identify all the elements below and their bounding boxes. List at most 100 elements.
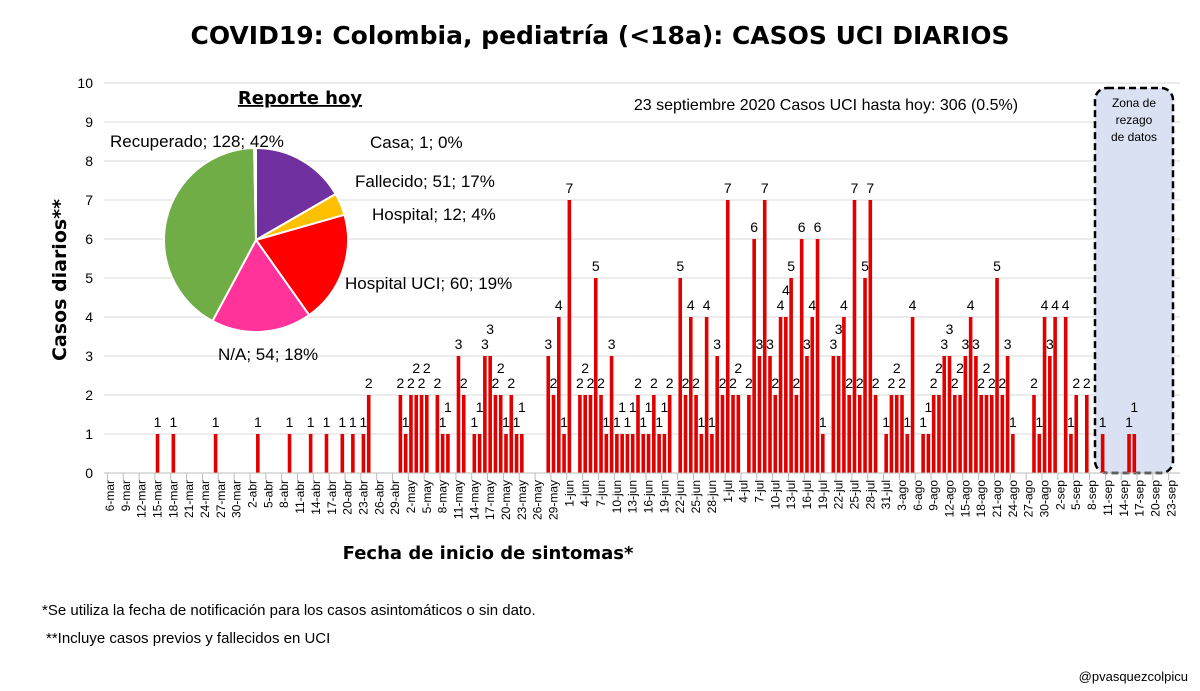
bar-value-label: 2 [692, 375, 700, 391]
x-tick-label: 12-ago [943, 480, 957, 518]
bar-value-label: 1 [560, 414, 568, 430]
bar-value-label: 5 [787, 258, 795, 274]
x-tick-label: 19-jul [816, 480, 830, 509]
bar-value-label: 2 [365, 375, 373, 391]
bar-value-label: 7 [565, 180, 573, 196]
bar [625, 434, 630, 473]
y-axis-ticks: 0 1 2 3 4 5 6 7 8 9 10 [77, 75, 93, 481]
bar-value-label: 4 [1062, 297, 1070, 313]
bar-value-label: 1 [645, 399, 653, 415]
bar-value-label: 2 [497, 360, 505, 376]
bar [852, 200, 857, 473]
bar [636, 395, 640, 473]
bar-value-label: 1 [1067, 414, 1075, 430]
bar [1132, 434, 1137, 473]
bar [604, 434, 609, 473]
bar-value-label: 1 [169, 414, 177, 430]
bar [794, 395, 799, 473]
bar [171, 434, 176, 473]
footnote-1: *Se utiliza la fecha de notificación par… [42, 602, 536, 619]
bar-value-label: 1 [349, 414, 357, 430]
bar-value-label: 3 [1046, 336, 1054, 352]
bar [900, 395, 904, 473]
bar-value-label: 3 [961, 336, 969, 352]
bar-value-label: 1 [254, 414, 262, 430]
bar [947, 356, 952, 473]
x-tick-label: 28-jun [705, 480, 719, 513]
bar-value-label: 6 [798, 219, 806, 235]
pie-slice-hospital-uci [254, 213, 349, 317]
x-tick-label: 23-abr [356, 480, 370, 515]
bar-value-label: 3 [756, 336, 764, 352]
bar-value-label: 4 [967, 297, 975, 313]
pie-title: Reporte hoy [238, 88, 362, 109]
x-tick-label: 30-mar [230, 480, 244, 518]
bar [683, 395, 688, 473]
bar-value-label: 7 [866, 180, 874, 196]
bar-value-label: 1 [286, 414, 294, 430]
bar-value-label: 5 [676, 258, 684, 274]
bar [435, 395, 440, 473]
bar-value-label: 2 [407, 375, 415, 391]
bar [557, 317, 561, 473]
bar-value-label: 1 [1099, 414, 1107, 430]
x-tick-label: 23-sep [1164, 480, 1178, 517]
x-tick-label: 10-jun [610, 480, 624, 513]
bar-value-label: 5 [592, 258, 600, 274]
lag-zone [1093, 86, 1175, 475]
x-tick-label: 5-abr [261, 480, 275, 508]
x-tick-label: 24-ago [1006, 480, 1020, 518]
bar [1032, 395, 1036, 473]
bar-value-label: 1 [307, 414, 315, 430]
bar-value-label: 2 [930, 375, 938, 391]
bar-value-label: 4 [782, 282, 790, 298]
x-tick-label: 22-jul [832, 480, 846, 509]
bar-value-label: 1 [154, 414, 162, 430]
x-tick-label: 17-may [483, 480, 497, 520]
bar-value-label: 1 [338, 414, 346, 430]
pie-slice-fallecido [255, 146, 338, 242]
bar-value-label: 3 [829, 336, 837, 352]
x-tick-label: 17-sep [1133, 480, 1147, 517]
bar-value-label: 1 [323, 414, 331, 430]
bar [974, 356, 978, 473]
bar [583, 395, 587, 473]
pie-slice-n-a [211, 238, 311, 333]
bar [810, 317, 815, 473]
bar-value-label: 2 [793, 375, 801, 391]
bar-value-label: 1 [212, 414, 220, 430]
bar-value-label: 2 [412, 360, 420, 376]
x-tick-label: 11-may [451, 480, 465, 519]
x-axis-label: Fecha de inicio de sintomas* [343, 543, 634, 564]
x-tick-label: 27-ago [1022, 480, 1036, 518]
y-tick-label: 7 [85, 192, 93, 208]
x-tick-label: 11-sep [1101, 480, 1115, 516]
x-tick-label: 22-jun [673, 480, 687, 513]
bar [868, 200, 873, 473]
bar [704, 317, 709, 473]
bar-value-label: 1 [708, 414, 716, 430]
bar [646, 434, 651, 473]
zone-label-1: Zona de [1112, 96, 1156, 110]
x-tick-label: 9-ago [927, 480, 941, 511]
x-tick-label: 29-may [547, 480, 561, 520]
bar-value-label: 2 [935, 360, 943, 376]
y-tick-label: 4 [85, 309, 93, 325]
bar [815, 239, 820, 473]
bar-value-label: 1 [1035, 414, 1043, 430]
x-tick-label: 27-mar [214, 480, 228, 518]
bar-value-label: 1 [903, 414, 911, 430]
bar-value-label: 2 [977, 375, 985, 391]
bar [498, 395, 503, 473]
x-tick-label: 26-abr [372, 480, 386, 515]
bar [477, 434, 482, 473]
bar-value-label: 3 [972, 336, 980, 352]
zone-label-2: rezago [1116, 113, 1153, 127]
x-tick-label: 15-ago [958, 480, 972, 518]
y-tick-label: 9 [85, 114, 93, 130]
x-tick-label: 25-jul [847, 480, 861, 509]
pie-slice-casa [253, 146, 257, 241]
bar-value-label: 2 [1083, 375, 1091, 391]
bar [472, 434, 477, 473]
